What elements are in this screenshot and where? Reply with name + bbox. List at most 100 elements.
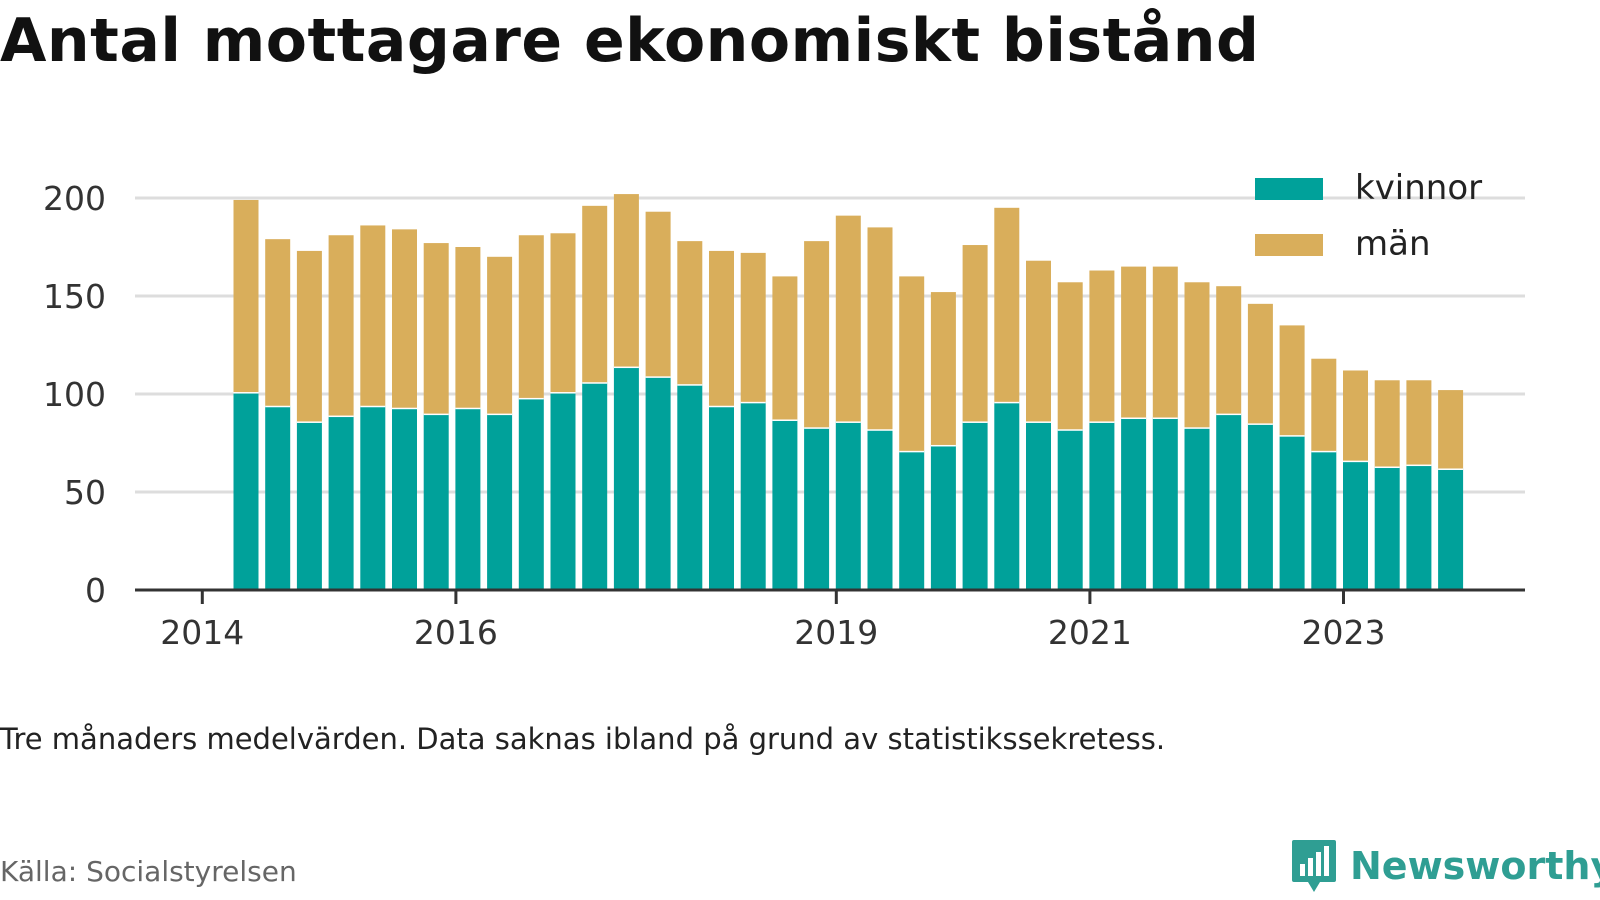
bar-kvinnor (1438, 468, 1464, 590)
bar-man (423, 243, 449, 414)
bar-man (613, 194, 639, 367)
chart-note: Tre månaders medelvärden. Data saknas ib… (0, 722, 1166, 756)
bar-man (1216, 286, 1242, 414)
bar-kvinnor (328, 415, 354, 590)
legend-label-kvinnor: kvinnor (1355, 168, 1482, 208)
bar-man (709, 250, 734, 406)
bar-man (835, 215, 861, 422)
bar-man (930, 292, 956, 445)
bar-kvinnor (930, 444, 956, 590)
bar-separator (518, 396, 544, 400)
bar-man (994, 207, 1020, 402)
x-tick-label: 2023 (1302, 613, 1386, 652)
bar-man (1121, 266, 1147, 418)
bar-kvinnor (677, 384, 703, 590)
bar-man (1152, 266, 1178, 418)
bar-kvinnor (835, 421, 861, 590)
bar-man (328, 235, 354, 416)
bar-man (1184, 282, 1210, 428)
bar-man (1343, 370, 1368, 461)
chart-title: Antal mottagare ekonomiskt bistånd (0, 6, 1260, 76)
bar-kvinnor (265, 405, 291, 590)
bar-man (962, 245, 988, 422)
x-tick-label: 2021 (1048, 613, 1132, 652)
bar-man (550, 233, 576, 393)
bars (233, 194, 1464, 590)
bar-kvinnor (1247, 423, 1273, 590)
bar-kvinnor (1152, 417, 1178, 590)
y-tick-label: 100 (43, 375, 106, 414)
brand-name: Newsworthy (1350, 844, 1600, 888)
legend-swatch-kvinnor (1255, 178, 1323, 200)
bar-man (1026, 260, 1051, 422)
bar-kvinnor (867, 429, 893, 590)
bar-man (1089, 270, 1115, 422)
x-tick-label: 2014 (160, 613, 244, 652)
bar-man (265, 239, 291, 406)
bar-man (1311, 358, 1337, 451)
bar-kvinnor (1089, 421, 1115, 590)
source-credit: Källa: Socialstyrelsen (0, 855, 297, 888)
bar-man (1438, 390, 1464, 469)
y-tick-label: 200 (43, 179, 106, 218)
bar-kvinnor (233, 392, 259, 590)
bar-kvinnor (772, 419, 798, 590)
y-tick-label: 0 (85, 571, 106, 610)
bar-man (518, 235, 544, 398)
bar-kvinnor (1343, 460, 1368, 590)
bar-kvinnor (994, 401, 1020, 590)
bar-separator (772, 417, 798, 421)
bar-man (867, 227, 893, 430)
bar-man (804, 241, 830, 428)
bar-man (1247, 303, 1273, 424)
bar-man (233, 199, 259, 393)
bar-kvinnor (423, 413, 449, 590)
bar-man (487, 256, 513, 414)
y-tick-label: 50 (64, 473, 106, 512)
bar-kvinnor (1184, 427, 1210, 590)
bar-kvinnor (899, 450, 925, 590)
brand-logo: Newsworthy (1290, 838, 1600, 894)
bar-kvinnor (645, 376, 671, 590)
bar-kvinnor (518, 397, 544, 590)
bar-man (772, 276, 798, 420)
bar-kvinnor (613, 366, 639, 590)
bar-man (740, 252, 766, 402)
bar-man (1406, 380, 1432, 465)
axes: 0 50 100 150 200 2014 2016 2019 2021 2023 (43, 179, 1525, 652)
bar-man (677, 241, 703, 385)
bar-kvinnor (962, 421, 988, 590)
bar-chart-speech-bubble-icon (1292, 840, 1336, 892)
bar-kvinnor (1026, 421, 1051, 590)
legend: kvinnor män (1255, 168, 1482, 264)
bar-man (1057, 282, 1083, 430)
y-tick-label: 150 (43, 277, 106, 316)
bar-man (899, 276, 925, 451)
bar-kvinnor (1374, 466, 1400, 590)
bar-man (455, 247, 481, 408)
stacked-bar-chart: 0 50 100 150 200 2014 2016 2019 2021 2023 kvinnor… (43, 168, 1525, 652)
bar-man (360, 225, 386, 406)
bar-kvinnor (487, 413, 513, 590)
bar-kvinnor (1406, 464, 1432, 590)
bar-kvinnor (582, 382, 608, 590)
bar-kvinnor (392, 407, 417, 590)
legend-label-man: män (1355, 224, 1431, 264)
bar-kvinnor (1216, 413, 1242, 590)
legend-swatch-man (1255, 234, 1323, 256)
bar-kvinnor (550, 392, 576, 590)
bar-kvinnor (709, 405, 734, 590)
bar-man (1374, 380, 1400, 467)
bar-kvinnor (455, 407, 481, 590)
bar-kvinnor (1311, 450, 1337, 590)
bar-kvinnor (360, 405, 386, 590)
bar-kvinnor (296, 421, 322, 590)
bar-kvinnor (1121, 417, 1147, 590)
bar-man (392, 229, 417, 408)
bar-man (1279, 325, 1305, 436)
bar-kvinnor (740, 401, 766, 590)
x-tick-label: 2019 (794, 613, 878, 652)
bar-kvinnor (1057, 429, 1083, 590)
x-tick-label: 2016 (414, 613, 498, 652)
bar-kvinnor (1279, 435, 1305, 590)
